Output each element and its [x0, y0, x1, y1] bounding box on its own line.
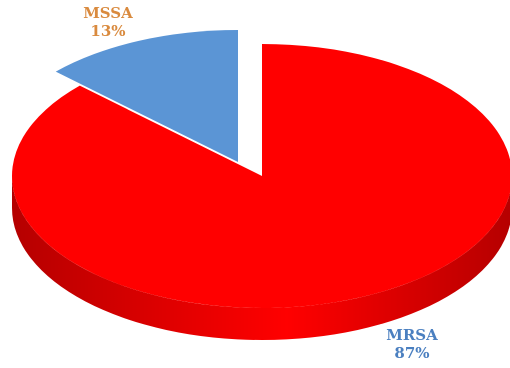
slice-mrsa-label: MRSA	[386, 326, 438, 344]
slice-mrsa-wall	[12, 176, 510, 340]
slice-mssa	[55, 30, 238, 162]
slice-mrsa	[12, 44, 510, 340]
slice-mssa-label: MSSA	[83, 4, 133, 22]
slice-mssa-percent: 13%	[90, 22, 125, 40]
slice-mrsa-top	[12, 44, 510, 308]
slice-mrsa-percent: 87%	[394, 344, 429, 362]
slice-mssa-top	[55, 30, 238, 162]
